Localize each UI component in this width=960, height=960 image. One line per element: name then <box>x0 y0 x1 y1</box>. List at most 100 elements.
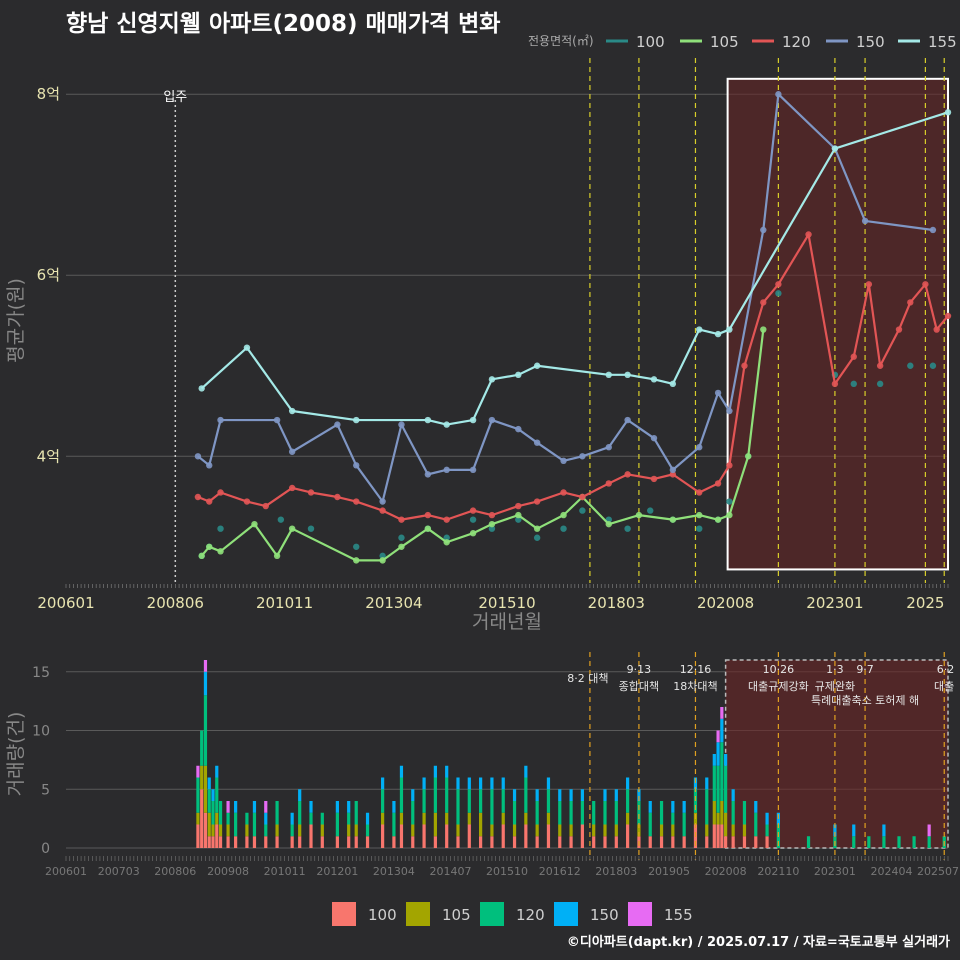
volume-bar-120 <box>637 801 641 825</box>
volume-bar-105 <box>200 765 204 790</box>
data-point-105 <box>217 548 224 555</box>
data-point-120 <box>714 480 722 487</box>
volume-bar-105 <box>347 824 351 837</box>
data-point-155 <box>650 376 658 383</box>
volume-bar-120 <box>320 812 324 825</box>
volume-bar-100 <box>490 836 494 848</box>
volume-bar-120 <box>211 801 215 825</box>
volume-bar-120 <box>852 836 856 848</box>
volume-bar-100 <box>218 836 223 848</box>
legend2-swatch-105 <box>406 902 430 926</box>
volume-bar-100 <box>724 836 728 848</box>
data-point-155 <box>243 344 251 351</box>
volume-bar-100 <box>320 836 324 848</box>
volume-bar-155 <box>226 801 230 813</box>
x-tick-label: 201304 <box>365 594 422 612</box>
volume-bar-100 <box>512 836 517 848</box>
volume-bar-105 <box>320 824 324 837</box>
volume-bar-105 <box>724 812 728 837</box>
volume-bar-155 <box>264 801 268 813</box>
data-point-100 <box>624 525 631 532</box>
volume-bar-120 <box>580 801 584 825</box>
data-point-105 <box>488 520 496 528</box>
data-point-120 <box>262 502 269 510</box>
volume-bar-120 <box>411 801 415 825</box>
volume-bar-105 <box>298 824 302 837</box>
volume-bar-120 <box>207 789 211 813</box>
volume-bar-105 <box>603 824 607 837</box>
legend-label-150: 150 <box>856 33 885 51</box>
data-point-150 <box>861 217 869 225</box>
data-point-120 <box>353 498 360 505</box>
volume-bar-120 <box>290 824 294 837</box>
data-point-100 <box>217 525 224 532</box>
x-tick-label: 201011 <box>256 594 313 612</box>
policy-label: 1·3 <box>826 663 844 676</box>
volume-bar-105 <box>203 765 208 813</box>
data-point-100 <box>907 362 914 369</box>
volume-bar-105 <box>712 801 716 825</box>
volume-bar-120 <box>626 789 630 813</box>
volume-bar-150 <box>614 789 618 801</box>
volume-bar-120 <box>897 836 901 848</box>
volume-bar-150 <box>365 812 370 825</box>
volume-bar-150 <box>211 789 215 801</box>
volume-bar-120 <box>354 801 358 825</box>
volume-bar-100 <box>354 836 358 848</box>
data-point-155 <box>714 330 722 338</box>
volume-bar-150 <box>512 789 517 801</box>
data-point-105 <box>469 530 477 537</box>
data-point-100 <box>515 516 522 523</box>
y2-tick-label: 10 <box>32 724 50 740</box>
volume-bar-100 <box>392 836 396 848</box>
volume-bar-150 <box>347 801 351 813</box>
x2-tick-label: 201201 <box>316 865 358 878</box>
x2-tick-label: 200806 <box>154 865 196 878</box>
volume-bar-120 <box>569 801 573 825</box>
legend2-label-100: 100 <box>368 906 397 924</box>
x2-tick-label: 201011 <box>264 865 306 878</box>
legend-label-105: 105 <box>710 33 739 51</box>
data-point-150 <box>714 389 722 397</box>
volume-bar-150 <box>603 789 607 801</box>
data-point-120 <box>515 502 522 510</box>
volume-bar-100 <box>659 836 664 848</box>
volume-bar-150 <box>234 801 238 813</box>
volume-bar-105 <box>614 824 618 837</box>
volume-bar-150 <box>724 754 728 766</box>
volume-bar-105 <box>226 824 230 837</box>
volume-bar-150 <box>626 777 630 790</box>
data-point-155 <box>831 145 839 152</box>
volume-bar-155 <box>196 765 200 778</box>
volume-bar-120 <box>659 801 664 825</box>
volume-bar-105 <box>535 824 539 837</box>
data-point-150 <box>624 416 631 424</box>
volume-bar-120 <box>882 836 886 848</box>
data-point-120 <box>533 498 541 505</box>
legend-label-100: 100 <box>636 33 665 51</box>
volume-bar-100 <box>648 836 652 848</box>
volume-bar-150 <box>682 801 686 813</box>
volume-bar-150 <box>381 777 385 790</box>
volume-bar-120 <box>252 812 257 837</box>
volume-bar-150 <box>637 789 641 801</box>
data-point-120 <box>895 326 903 333</box>
volume-bar-150 <box>445 765 449 778</box>
volume-bar-120 <box>912 836 916 848</box>
data-point-150 <box>726 407 733 415</box>
volume-bar-155 <box>716 730 720 743</box>
volume-bar-100 <box>252 836 257 848</box>
volume-bar-105 <box>215 812 219 825</box>
volume-bar-150 <box>882 824 886 837</box>
volume-bar-100 <box>226 836 230 848</box>
volume-bar-100 <box>347 836 351 848</box>
volume-bar-100 <box>399 824 404 848</box>
data-point-100 <box>307 525 315 532</box>
volume-bar-105 <box>275 824 279 837</box>
volume-bar-120 <box>203 695 208 766</box>
volume-bar-105 <box>456 824 460 837</box>
policy-label-2: 18차대책 <box>673 680 717 693</box>
volume-bar-150 <box>501 777 505 790</box>
data-point-120 <box>398 516 405 523</box>
x2-tick-label: 202404 <box>870 865 912 878</box>
